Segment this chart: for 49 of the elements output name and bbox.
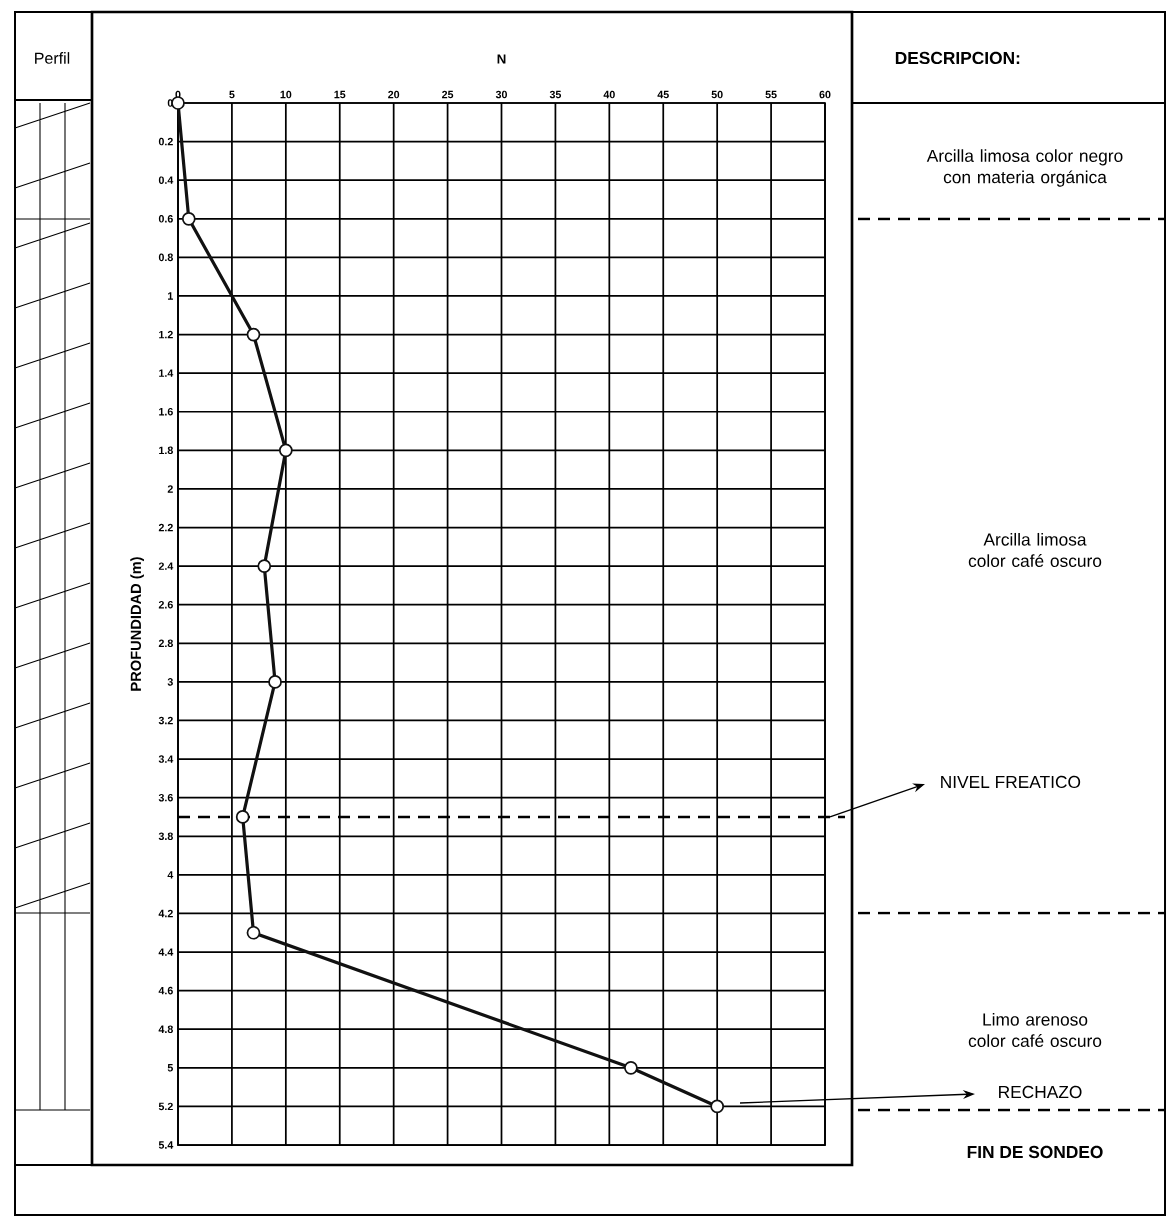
text: Arcilla limosa color negro con materia orgánica <box>926 149 1123 187</box>
y-tick-label: 3.2 <box>158 716 173 725</box>
y-tick-label: 4.6 <box>158 986 173 995</box>
x-tick-label: 60 <box>819 90 831 99</box>
y-tick-label: 2.8 <box>158 639 173 648</box>
text: FIN DE SONDEO <box>967 1145 1103 1159</box>
y-tick-label: 4.8 <box>158 1025 173 1034</box>
y-tick-label: 5.2 <box>158 1102 173 1111</box>
x-tick-label: 50 <box>711 90 723 99</box>
y-tick-label: 0.6 <box>158 215 173 223</box>
x-tick-label: 30 <box>495 90 507 99</box>
y-tick-label: 1.2 <box>159 330 173 339</box>
text: DESCRIPCION: <box>895 51 1020 65</box>
x-tick-label: 5 <box>229 90 235 99</box>
x-tick-label: 25 <box>442 90 454 99</box>
x-tick-label: 35 <box>549 90 562 99</box>
y-tick-label: 5.4 <box>158 1141 174 1149</box>
y-axis-title: PROFUNDIDAD (m) <box>130 557 144 691</box>
y-tick-label: 2.4 <box>158 562 174 570</box>
y-tick-label: 2 <box>167 485 173 493</box>
y-tick-label: 0.2 <box>158 137 173 146</box>
y-tick-label: 1.8 <box>159 446 173 455</box>
y-tick-label: 2.2 <box>158 523 173 532</box>
y-tick-label: 3.6 <box>158 793 173 802</box>
y-tick-label: 1 <box>168 292 173 300</box>
x-tick-label: 55 <box>765 90 777 99</box>
x-axis-title: N <box>497 54 506 64</box>
y-tick-label: 4.4 <box>158 948 174 956</box>
y-tick-label: 4 <box>167 871 174 879</box>
y-tick-label: 0.8 <box>158 253 173 262</box>
y-tick-label: 3.4 <box>158 755 174 763</box>
text: Limo arenoso color café oscuro <box>968 1012 1102 1048</box>
text: RECHAZO <box>999 1085 1082 1099</box>
x-tick-label: 10 <box>280 90 292 99</box>
text: Arcilla limosa color café oscuro <box>968 532 1102 568</box>
y-tick-label: 1.4 <box>159 369 174 377</box>
y-tick-label: 3 <box>167 678 173 686</box>
legend-label: NIVEL FREATICO <box>941 775 1081 789</box>
y-tick-label: 1.6 <box>159 407 173 416</box>
y-tick-label: 3.8 <box>158 832 173 841</box>
y-tick-label: 0.4 <box>158 176 174 184</box>
x-tick-label: 45 <box>657 90 669 99</box>
y-tick-label: 5 <box>167 1064 173 1072</box>
y-tick-label: 2.6 <box>158 600 173 609</box>
x-tick-label: 20 <box>388 90 400 99</box>
text: Perfil <box>35 52 70 64</box>
y-tick-label: 4.2 <box>158 909 173 918</box>
x-tick-label: 40 <box>603 90 615 99</box>
x-tick-label: 15 <box>334 90 346 99</box>
